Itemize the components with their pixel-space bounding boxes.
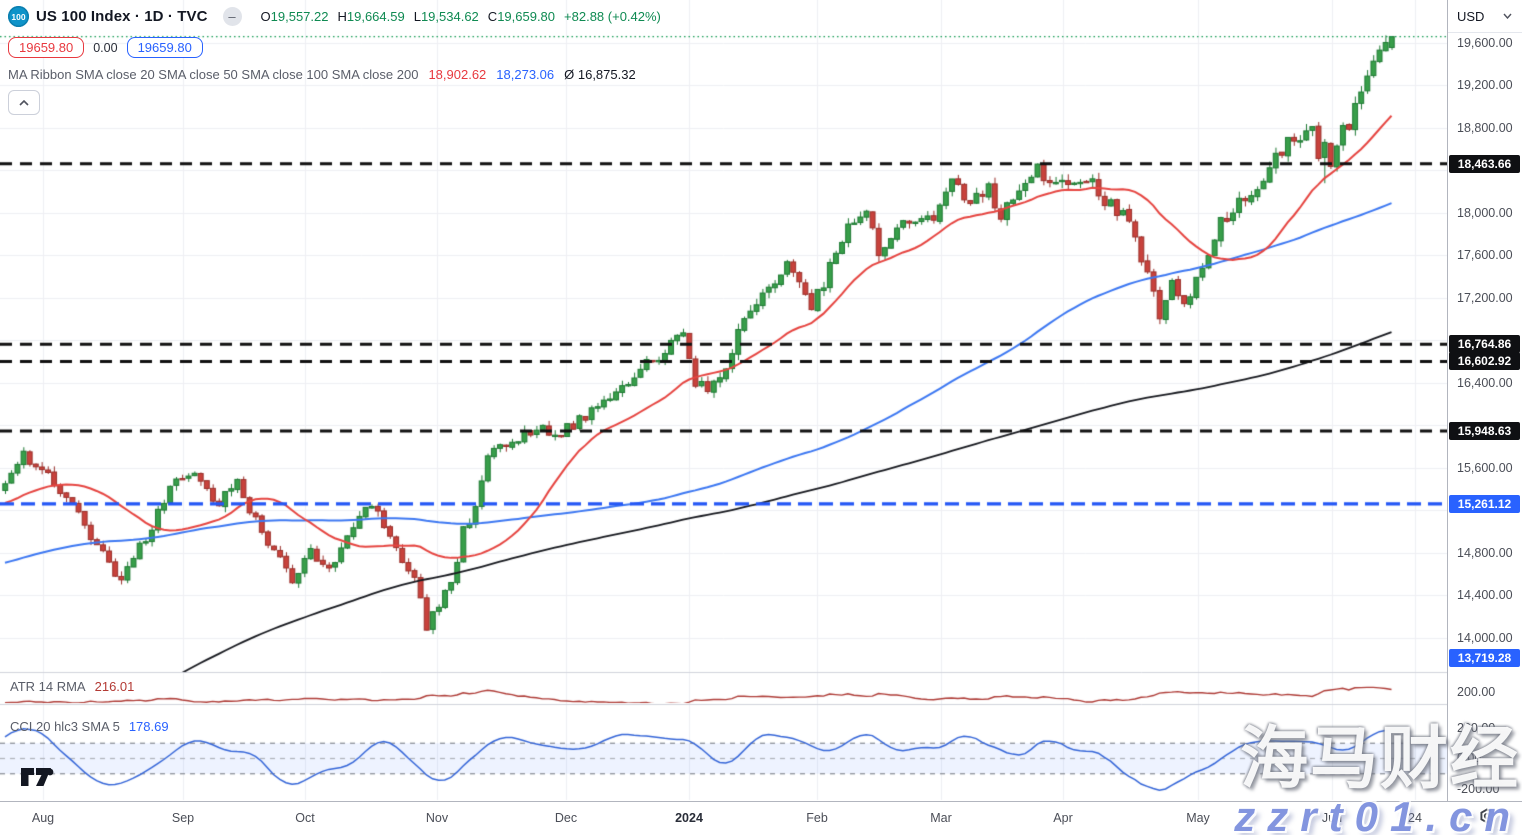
indicator-axis-tick: 200.00 <box>1457 721 1496 735</box>
price-level-labels: 19659.80 0.00 19659.80 <box>8 36 661 59</box>
indicator-axis-tick: 200.00 <box>1457 685 1496 699</box>
ma-ribbon-value-red: 18,902.62 <box>428 67 487 82</box>
currency-selector[interactable]: USD <box>1448 0 1522 33</box>
time-tick: Dec <box>554 811 578 825</box>
price-tick: 15,600.00 <box>1457 460 1513 475</box>
red-price-label: 19659.80 <box>8 37 85 58</box>
cci-value: 178.69 <box>128 719 169 734</box>
price-level-badge: 16,764.86 <box>1449 335 1520 353</box>
gear-icon[interactable] <box>1478 808 1496 830</box>
indicator-axis-tick: 0.00 <box>1457 751 1482 765</box>
price-tick: 17,600.00 <box>1457 248 1513 263</box>
price-tick: 18,000.00 <box>1457 205 1513 220</box>
time-tick: Aug <box>31 811 55 825</box>
atr-value: 216.01 <box>94 679 135 694</box>
time-tick: Jun <box>1321 811 1343 825</box>
change-value: +82.88 (+0.42%) <box>564 9 661 24</box>
time-axis[interactable]: Aug Sep Oct Nov Dec 2024 Feb Mar Apr May Jun 24 <box>0 801 1522 835</box>
price-tick: 14,400.00 <box>1457 588 1513 603</box>
minimize-icon[interactable]: – <box>222 7 242 26</box>
price-tick: 19,600.00 <box>1457 35 1513 50</box>
chevron-down-icon <box>1503 13 1512 19</box>
price-tick: 18,800.00 <box>1457 120 1513 135</box>
time-tick: Apr <box>1053 811 1073 825</box>
currency-label: USD <box>1457 8 1485 24</box>
symbol-logo-icon: 100 <box>8 6 29 27</box>
cci-pane-label: CCI 20 hlc3 SMA 5 178.69 <box>10 719 169 734</box>
price-tick: 16,400.00 <box>1457 375 1513 390</box>
time-tick: 24 <box>1408 811 1422 825</box>
symbol-title[interactable]: US 100 Index · 1D · TVC <box>36 8 208 25</box>
ohlc-item: O19,557.22 <box>260 9 329 24</box>
ma-ribbon-value-blue: 18,273.06 <box>496 67 555 82</box>
symbol-row: 100 US 100 Index · 1D · TVC – O19,557.22… <box>8 6 661 27</box>
ma-ribbon-label[interactable]: MA Ribbon SMA close 20 SMA close 50 SMA … <box>8 67 419 82</box>
chevron-up-icon <box>19 99 29 106</box>
price-tick: 14,800.00 <box>1457 545 1513 560</box>
ohlc-item: H19,664.59 <box>337 9 405 24</box>
zero-label: 0.00 <box>93 40 118 55</box>
axis-border <box>1447 0 1448 835</box>
price-tick: 17,200.00 <box>1457 290 1513 305</box>
price-level-badge: 16,602.92 <box>1449 352 1520 370</box>
time-tick: Nov <box>425 811 449 825</box>
time-tick: Mar <box>930 811 952 825</box>
time-tick: 2024 <box>675 811 703 825</box>
price-tick: 14,000.00 <box>1457 630 1513 645</box>
time-tick: May <box>1186 811 1210 825</box>
ma-ribbon-row: MA Ribbon SMA close 20 SMA close 50 SMA … <box>8 67 661 82</box>
chart-legend: 100 US 100 Index · 1D · TVC – O19,557.22… <box>8 6 661 115</box>
ohlc-item: L19,534.62 <box>413 9 479 24</box>
price-tick: 19,200.00 <box>1457 78 1513 93</box>
tradingview-logo[interactable] <box>20 764 56 795</box>
indicator-axis-tick: -200.00 <box>1457 782 1500 796</box>
price-level-badge: 15,261.12 <box>1449 495 1520 513</box>
cci-label[interactable]: CCI 20 hlc3 SMA 5 <box>10 719 120 734</box>
ohlc-values: O19,557.22 H19,664.59 L19,534.62 C19,659.80… <box>261 9 661 24</box>
collapse-legend-button[interactable] <box>8 90 40 115</box>
blue-price-label: 19659.80 <box>126 37 203 58</box>
time-tick: Sep <box>171 811 195 825</box>
price-axis[interactable]: USD 19,600.00 19,200.00 18,800.00 18,000.00… <box>1448 0 1522 835</box>
ma-ribbon-value-avg: Ø 16,875.32 <box>564 67 636 82</box>
time-tick: Oct <box>295 811 315 825</box>
atr-label[interactable]: ATR 14 RMA <box>10 679 86 694</box>
time-tick: Feb <box>806 811 828 825</box>
price-level-badge: 15,948.63 <box>1449 422 1520 440</box>
tradingview-logo-icon <box>21 768 54 786</box>
atr-pane-label: ATR 14 RMA 216.01 <box>10 679 134 694</box>
price-level-badge: 18,463.66 <box>1449 155 1520 173</box>
price-level-badge: 13,719.28 <box>1449 649 1520 667</box>
ohlc-item: C19,659.80 <box>487 9 556 24</box>
